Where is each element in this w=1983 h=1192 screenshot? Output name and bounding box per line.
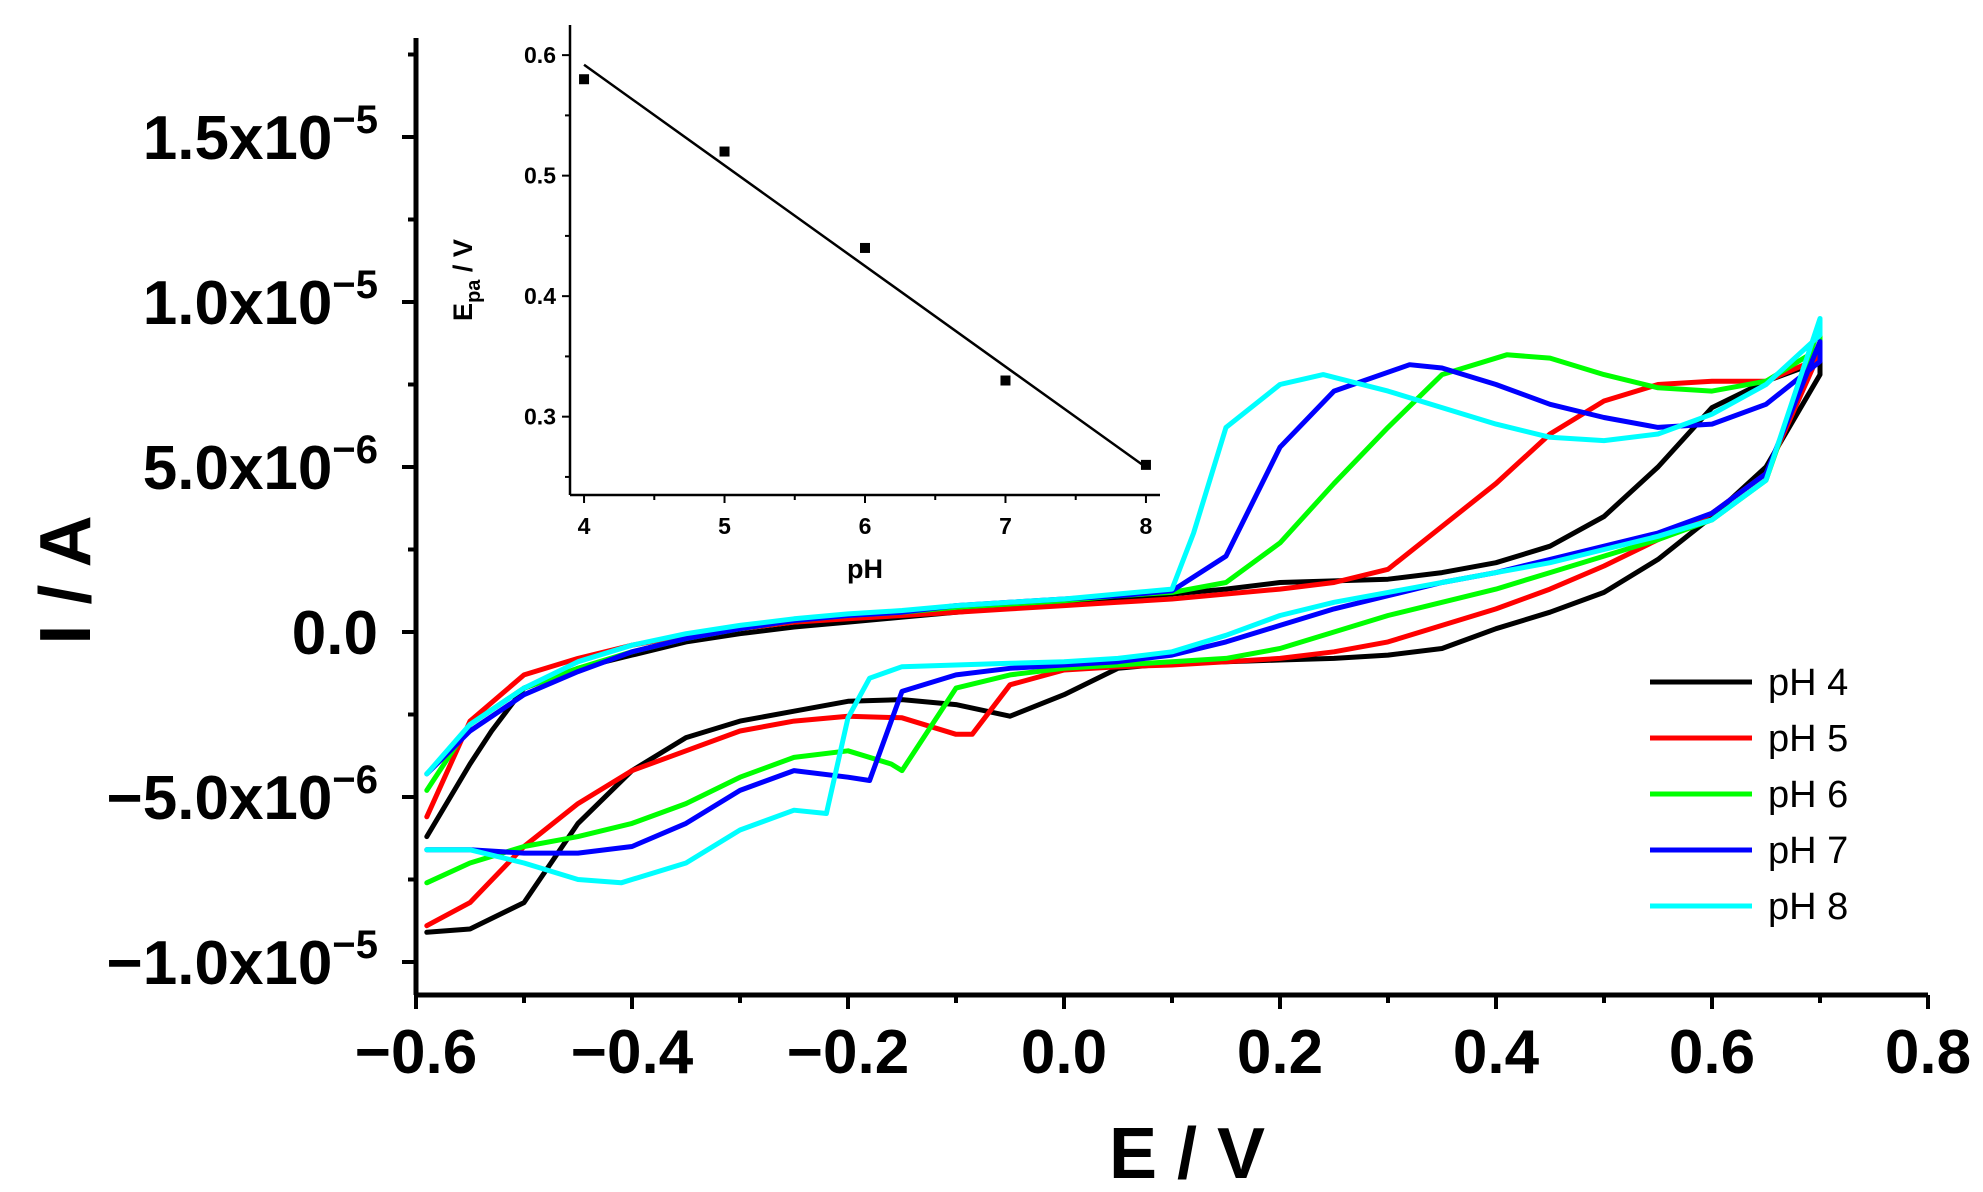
main-y-tick-label: −5.0x10−6 — [107, 758, 378, 833]
main-y-tick-exponent: −5 — [332, 98, 378, 142]
inset-fit-group — [583, 63, 1147, 469]
inset-data-point — [719, 146, 730, 157]
inset-axes — [568, 25, 1160, 497]
inset-y-tick-label: 0.6 — [524, 42, 556, 68]
legend: pH 4 pH 5 pH 6 pH 7 pH 8 — [1650, 662, 1848, 928]
main-y-tick-exponent: −5 — [332, 263, 378, 307]
main-y-ticks: −1.0x10−5−5.0x10−60.05.0x10−61.0x10−51.5… — [107, 52, 416, 998]
main-y-tick-exponent: −6 — [332, 758, 378, 802]
main-x-tick-label: −0.6 — [355, 1018, 477, 1087]
inset-y-tick-label: 0.5 — [524, 163, 556, 189]
legend-label: pH 7 — [1768, 830, 1848, 872]
main-y-tick-mantissa: −5.0x10 — [107, 764, 333, 833]
inset-data-point — [860, 242, 870, 253]
main-y-tick-mantissa: 1.0x10 — [143, 269, 333, 338]
legend-label: pH 6 — [1768, 774, 1848, 816]
series-line-ph-7 — [424, 339, 1823, 856]
inset-y-axis-title-sub: pa — [463, 279, 485, 303]
main-x-tick-label: 0.0 — [1021, 1018, 1107, 1087]
main-y-tick-mantissa: 0.0 — [292, 599, 378, 668]
inset-y-tick-label: 0.4 — [524, 283, 556, 309]
main-series-group — [424, 316, 1823, 935]
main-x-tick-label: 0.8 — [1885, 1018, 1971, 1087]
inset-data-point — [1140, 459, 1151, 470]
main-y-tick-mantissa: 1.5x10 — [143, 104, 333, 173]
inset-x-tick-label: 5 — [718, 513, 731, 539]
main-y-axis-title: I / A — [26, 515, 106, 644]
inset-data-point — [1000, 375, 1011, 386]
inset-x-tick-label: 8 — [1140, 513, 1153, 539]
main-x-ticks: −0.6 −0.4 −0.2 0.0 0.2 0.4 0.6 0.8 — [355, 995, 1971, 1087]
main-y-tick-label: 5.0x10−6 — [143, 428, 378, 503]
main-x-tick-label: −0.2 — [787, 1018, 909, 1087]
inset-y-tick-label: 0.3 — [524, 404, 556, 430]
inset-y-ticks: 0.3 0.4 0.5 0.6 — [524, 42, 570, 478]
legend-label: pH 8 — [1768, 886, 1848, 928]
main-y-tick-label: 1.5x10−5 — [143, 98, 378, 173]
inset-data-point — [579, 74, 590, 85]
inset-x-ticks: 4 5 6 7 8 — [578, 495, 1153, 539]
inset-x-tick-label: 6 — [859, 513, 872, 539]
inset-x-tick-label: 7 — [999, 513, 1012, 539]
inset-y-axis-title-suffix: / V — [448, 239, 478, 280]
main-y-tick-mantissa: 5.0x10 — [143, 434, 333, 503]
inset-points-group — [579, 74, 1151, 470]
inset-plot: 4 5 6 7 8 0.3 0.4 0.5 0.6 pH Epa / V — [448, 25, 1160, 584]
inset-y-axis-title-main: E — [448, 303, 478, 321]
main-y-tick-label: −1.0x10−5 — [107, 923, 378, 998]
main-y-tick-label: 0.0 — [292, 599, 378, 668]
main-x-tick-label: −0.4 — [571, 1018, 694, 1087]
main-y-tick-exponent: −6 — [332, 428, 378, 472]
main-x-tick-label: 0.4 — [1453, 1018, 1540, 1087]
main-y-tick-mantissa: −1.0x10 — [107, 929, 333, 998]
main-x-tick-label: 0.6 — [1669, 1018, 1755, 1087]
inset-y-axis-title: Epa / V — [448, 239, 485, 321]
inset-x-axis-title: pH — [847, 554, 883, 584]
legend-label: pH 5 — [1768, 718, 1848, 760]
main-y-tick-exponent: −5 — [332, 923, 378, 967]
series-line-ph-8 — [424, 316, 1823, 886]
main-plot: −0.6 −0.4 −0.2 0.0 0.2 0.4 0.6 0.8 −1.0x10−5−5.… — [26, 38, 1971, 1192]
inset-fit-line — [583, 63, 1147, 469]
inset-x-tick-label: 4 — [578, 513, 591, 539]
main-x-tick-label: 0.2 — [1237, 1018, 1323, 1087]
main-x-axis-title: E / V — [1109, 1114, 1265, 1192]
main-y-tick-label: 1.0x10−5 — [143, 263, 378, 338]
legend-label: pH 4 — [1768, 662, 1848, 704]
